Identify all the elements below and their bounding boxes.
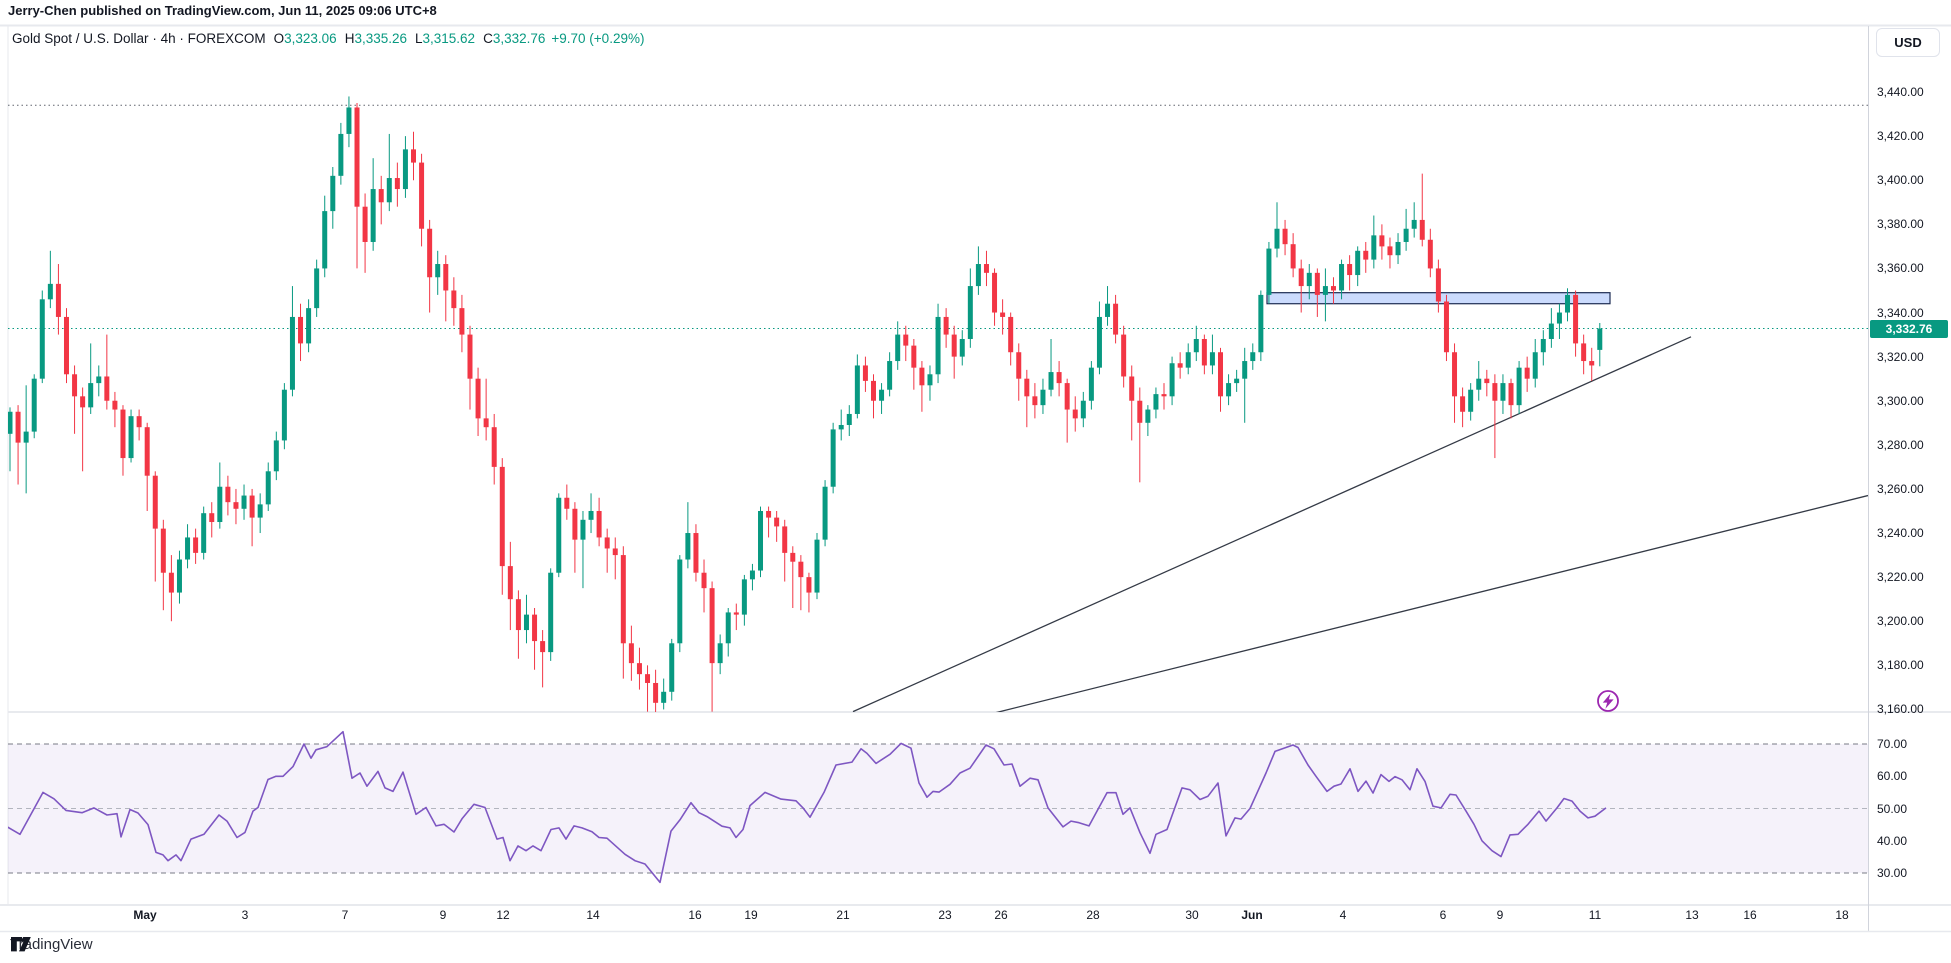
symbol-legend[interactable]: Gold Spot / U.S. Dollar · 4h · FOREXCOM O… [12,31,644,46]
last-price-label: 3,332.76 [1870,320,1948,338]
symbol-exchange: FOREXCOM [187,31,266,46]
time-tick-label: 7 [341,908,349,922]
ohlc-value-o: 3,323.06 [284,31,337,46]
ohlc-key-c: C [483,31,493,46]
candlestick-series [8,96,1603,712]
ohlc-value-c: 3,332.76 [492,31,546,46]
time-tick-label: 19 [744,908,758,922]
legend-separator: · [148,31,161,46]
price-tick-label: 3,360.00 [1877,261,1924,276]
rsi-tick-label: 30.00 [1877,866,1908,880]
footer: TradingView [10,936,93,953]
ohlc-key-l: L [415,31,423,46]
time-tick-label: 28 [1086,908,1100,922]
time-tick-label: 9 [1496,908,1504,922]
time-tick-label: 12 [496,908,510,922]
rsi-tick-label: 70.00 [1877,737,1908,751]
price-tick-label: 3,340.00 [1877,305,1924,320]
time-tick-label: 21 [836,908,850,922]
ohlc-key-o: O [273,31,285,46]
time-tick-label: 23 [938,908,952,922]
time-tick-label: Jun [1241,908,1263,922]
ohlc-value-l: 3,315.62 [422,31,476,46]
time-tick-label: 30 [1185,908,1199,922]
price-tick-label: 3,200.00 [1877,614,1924,629]
price-tick-label: 3,160.00 [1877,702,1924,717]
rsi-tick-label: 60.00 [1877,769,1908,784]
rsi-line-series [8,730,1607,884]
rsi-band [8,743,1868,874]
rsi-tick-label: 50.00 [1877,801,1908,816]
currency-label: USD [1894,35,1922,50]
tradingview-logo-icon[interactable] [10,936,32,953]
footer-brand[interactable]: TradingView [10,936,93,953]
change-value: +9.70 (+0.29%) [551,31,645,46]
legend-separator: · [175,31,188,46]
price-tick-label: 3,400.00 [1877,173,1924,188]
time-tick-label: 18 [1835,908,1849,922]
price-tick-label: 3,440.00 [1877,85,1924,100]
time-tick-label: 9 [439,908,447,922]
trendlines[interactable] [852,336,1868,714]
time-tick-label: 16 [688,908,702,922]
time-tick-label: May [133,908,157,922]
time-tick-label: 4 [1339,908,1347,922]
price-tick-label: 3,280.00 [1877,437,1924,452]
price-tick-label: 3,260.00 [1877,481,1924,496]
price-tick-label: 3,300.00 [1877,393,1924,408]
price-tick-label: 3,380.00 [1877,217,1924,232]
published-header-text: Jerry-Chen published on TradingView.com,… [8,3,437,18]
time-tick-label: 26 [994,908,1008,922]
symbol-title: Gold Spot / U.S. Dollar [12,31,149,46]
time-tick-label: 11 [1588,908,1602,922]
time-tick-label: 13 [1685,908,1699,922]
price-tick-label: 3,320.00 [1877,349,1924,364]
price-tick-label: 3,420.00 [1877,129,1924,144]
rsi-tick-label: 40.00 [1877,833,1908,848]
ohlc-key-h: H [344,31,355,46]
currency-toggle-button[interactable]: USD [1876,28,1940,57]
price-tick-label: 3,180.00 [1877,658,1924,673]
symbol-interval: 4h [160,31,176,46]
time-tick-label: 16 [1743,908,1757,922]
ohlc-value-h: 3,335.26 [354,31,407,46]
price-tick-label: 3,240.00 [1877,526,1924,541]
time-tick-label: 14 [586,908,600,922]
chart-frame-lines [0,24,1951,933]
lightning-icon[interactable] [1597,690,1619,712]
price-tick-label: 3,220.00 [1877,570,1924,585]
published-header: Jerry-Chen published on TradingView.com,… [8,3,437,18]
time-tick-label: 3 [241,908,249,922]
time-tick-label: 6 [1439,908,1447,922]
